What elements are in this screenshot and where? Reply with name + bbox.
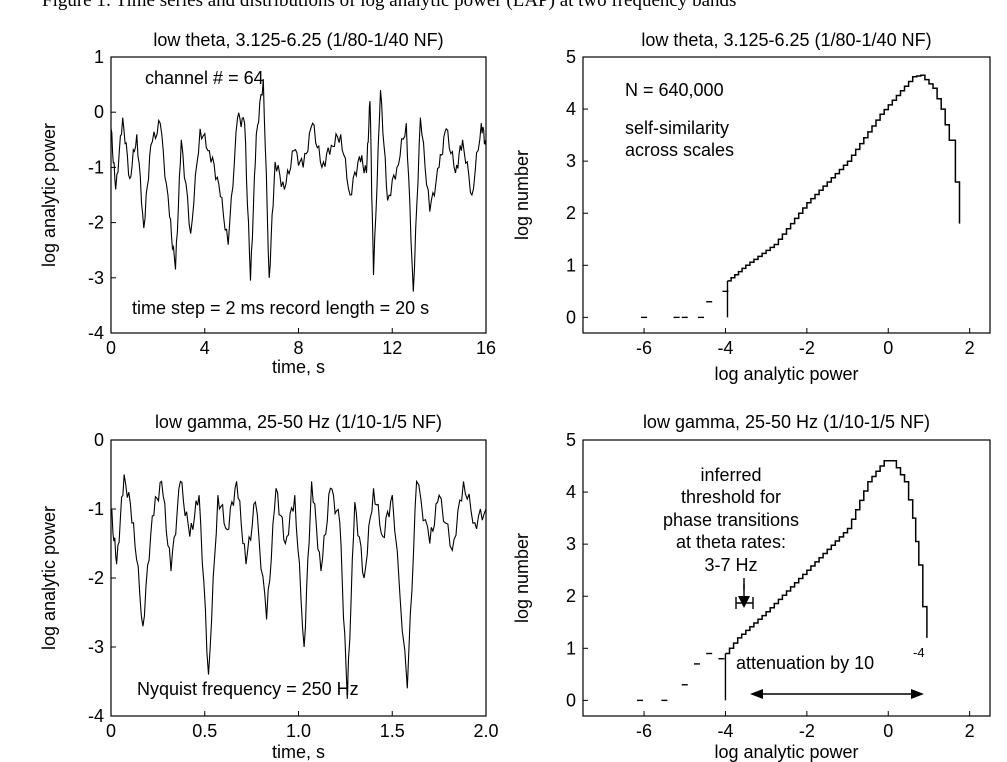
tr-x-tick-label: -2 bbox=[799, 338, 815, 358]
tl-y-tick-label: 1 bbox=[94, 47, 104, 67]
tl-annotation: time step = 2 ms record length = 20 s bbox=[132, 298, 429, 318]
br-x-tick-label: 0 bbox=[883, 721, 893, 741]
tr-x-axis-label: log analytic power bbox=[714, 364, 858, 384]
bl-x-tick-label: 1.5 bbox=[380, 721, 405, 741]
tl-x-axis-label: time, s bbox=[272, 357, 325, 377]
br-annotation: threshold for bbox=[681, 487, 781, 507]
tl-x-tick-label: 4 bbox=[200, 338, 210, 358]
br-x-axis-label: log analytic power bbox=[714, 742, 858, 762]
bl-y-tick-label: -4 bbox=[88, 706, 104, 726]
br-y-axis-label: log number bbox=[512, 533, 532, 623]
tr-y-tick-label: 5 bbox=[566, 47, 576, 67]
bl-chart-title: low gamma, 25-50 Hz (1/10-1/5 NF) bbox=[155, 412, 442, 432]
tl-x-tick-label: 12 bbox=[382, 338, 402, 358]
bl-y-tick-label: -3 bbox=[88, 637, 104, 657]
tr-plot-frame bbox=[582, 56, 991, 334]
br-y-tick-label: 5 bbox=[566, 430, 576, 450]
tl-y-tick-label: -3 bbox=[88, 268, 104, 288]
br-y-tick-label: 1 bbox=[566, 638, 576, 658]
figure-caption-fragment: Figure 1: Time series and distributions … bbox=[0, 0, 1007, 11]
tl-y-tick-label: -2 bbox=[88, 213, 104, 233]
tr-y-tick-label: 4 bbox=[566, 99, 576, 119]
bl-x-tick-label: 0 bbox=[106, 721, 116, 741]
bl-x-tick-label: 1.0 bbox=[286, 721, 311, 741]
br-y-tick-label: 0 bbox=[566, 690, 576, 710]
br-annotation: attenuation by 10 bbox=[736, 653, 874, 673]
tr-x-tick-label: -6 bbox=[636, 338, 652, 358]
tr-y-tick-label: 0 bbox=[566, 307, 576, 327]
tr-y-axis-label: log number bbox=[512, 150, 532, 240]
bl-x-axis-label: time, s bbox=[272, 742, 325, 762]
tl-annotation: channel # = 64 bbox=[145, 68, 264, 88]
tr-annotation: N = 640,000 bbox=[625, 80, 724, 100]
br-annotation: phase transitions bbox=[663, 510, 799, 530]
tl-chart-title: low theta, 3.125-6.25 (1/80-1/40 NF) bbox=[153, 30, 443, 50]
br-y-tick-label: 2 bbox=[566, 586, 576, 606]
bl-plot-frame bbox=[110, 439, 487, 717]
br-annotation: at theta rates: bbox=[676, 532, 786, 552]
br-y-tick-label: 4 bbox=[566, 482, 576, 502]
br-x-tick-label: -4 bbox=[717, 721, 733, 741]
tl-x-tick-label: 8 bbox=[293, 338, 303, 358]
bl-y-tick-label: 0 bbox=[94, 430, 104, 450]
bl-y-tick-label: -1 bbox=[88, 499, 104, 519]
threshold-arrowhead bbox=[738, 596, 750, 608]
br-plot-frame bbox=[582, 439, 991, 717]
bl-x-tick-label: 2.0 bbox=[473, 721, 498, 741]
br-annotation: inferred bbox=[700, 465, 761, 485]
tr-y-tick-label: 2 bbox=[566, 203, 576, 223]
tr-y-tick-label: 3 bbox=[566, 151, 576, 171]
br-histogram-steps bbox=[725, 460, 928, 655]
br-x-tick-label: -2 bbox=[799, 721, 815, 741]
tr-y-tick-label: 1 bbox=[566, 255, 576, 275]
br-x-tick-label: -6 bbox=[636, 721, 652, 741]
tr-x-tick-label: 0 bbox=[883, 338, 893, 358]
br-y-tick-label: 3 bbox=[566, 534, 576, 554]
tl-x-tick-label: 16 bbox=[476, 338, 496, 358]
tr-chart-title: low theta, 3.125-6.25 (1/80-1/40 NF) bbox=[641, 30, 931, 50]
tl-y-tick-label: 0 bbox=[94, 102, 104, 122]
caption-text: Figure 1: Time series and distributions … bbox=[42, 0, 737, 11]
tl-series-line bbox=[110, 79, 487, 292]
tl-y-tick-label: -1 bbox=[88, 157, 104, 177]
attenuation-arrowhead-right bbox=[911, 689, 924, 699]
tr-annotation: self-similarity bbox=[625, 118, 729, 138]
bl-series-line bbox=[110, 474, 487, 699]
br-chart-title: low gamma, 25-50 Hz (1/10-1/5 NF) bbox=[643, 412, 930, 432]
tr-x-tick-label: 2 bbox=[965, 338, 975, 358]
br-annotation: -4 bbox=[913, 645, 925, 660]
attenuation-arrowhead-left bbox=[750, 689, 763, 699]
tr-histogram-steps bbox=[727, 74, 961, 282]
bl-x-tick-label: 0.5 bbox=[192, 721, 217, 741]
tl-y-tick-label: -4 bbox=[88, 323, 104, 343]
tr-annotation: across scales bbox=[625, 140, 734, 160]
bl-y-axis-label: log analytic power bbox=[39, 506, 59, 650]
tl-x-tick-label: 0 bbox=[106, 338, 116, 358]
br-annotation: 3-7 Hz bbox=[704, 555, 757, 575]
bl-y-tick-label: -2 bbox=[88, 568, 104, 588]
bl-annotation: Nyquist frequency = 250 Hz bbox=[137, 679, 359, 699]
br-x-tick-label: 2 bbox=[965, 721, 975, 741]
tr-x-tick-label: -4 bbox=[717, 338, 733, 358]
tl-plot-frame bbox=[110, 56, 487, 334]
tl-y-axis-label: log analytic power bbox=[39, 123, 59, 267]
